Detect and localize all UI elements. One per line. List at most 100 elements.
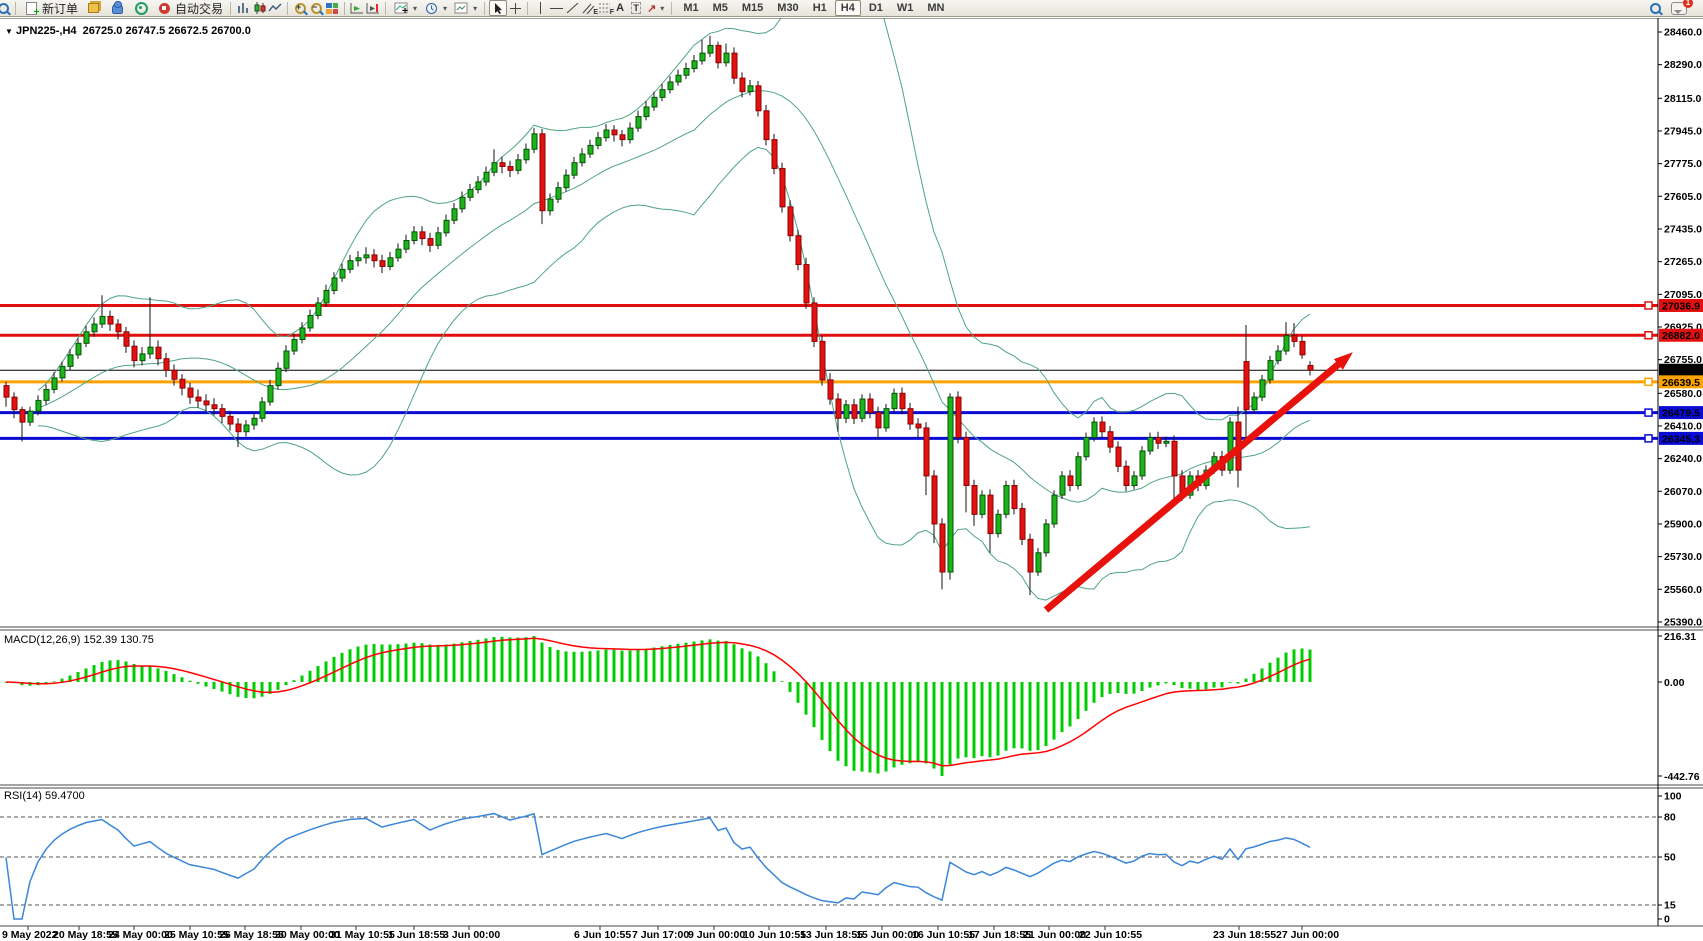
cursor-tool[interactable] <box>489 0 508 16</box>
chart-area[interactable]: 28460.0 28290.0 28115.0 27945.0 27775.0 27605… <box>0 18 1703 941</box>
vertical-line-tool[interactable] <box>532 1 548 15</box>
equidistant-channel-tool[interactable]: E <box>580 1 598 16</box>
candle <box>1035 552 1042 573</box>
candles <box>3 35 1314 596</box>
timeframe-button-H1[interactable]: H1 <box>812 2 827 14</box>
candle <box>819 340 826 381</box>
time-label: 25 May 10:55 <box>164 929 229 941</box>
candle <box>755 85 762 112</box>
candle <box>1003 485 1010 515</box>
candle <box>1243 361 1250 411</box>
signals-icon[interactable] <box>133 1 149 15</box>
trend-arrow[interactable] <box>1043 352 1353 613</box>
bar-chart-icon[interactable] <box>235 1 251 15</box>
timeframe-button-M5[interactable]: M5 <box>712 2 728 14</box>
zoom-out-icon[interactable]: − <box>308 1 324 15</box>
arrows-tool[interactable]: ↗ ▾ <box>647 2 665 15</box>
candle <box>1163 440 1170 444</box>
candle <box>443 219 450 234</box>
chart-window-icon[interactable] <box>0 1 11 15</box>
candle <box>75 342 82 356</box>
expert-advisor-icon[interactable] <box>109 1 125 15</box>
timeframe-button-M30[interactable]: M30 <box>777 2 799 14</box>
candle <box>1083 436 1090 458</box>
candle <box>691 60 698 70</box>
candlestick-chart-icon[interactable] <box>251 1 267 15</box>
timeframe-button-W1[interactable]: W1 <box>896 2 914 14</box>
time-label: 30 May 00:00 <box>275 929 340 941</box>
indicators-icon: + <box>393 1 409 15</box>
candle <box>1027 538 1034 573</box>
fibo-letter: F <box>609 9 615 16</box>
price-badge-text: 26700.0 <box>1662 365 1700 377</box>
market-watch-icon[interactable] <box>85 1 101 15</box>
svg-text:+: + <box>402 5 408 14</box>
autotrading-button[interactable]: 自动交易 <box>153 1 226 16</box>
timeframe-button-MN[interactable]: MN <box>927 2 945 14</box>
candle <box>1059 475 1066 496</box>
time-label: 10 Jun 10:55 <box>743 929 806 941</box>
candle <box>923 427 930 477</box>
candle <box>995 513 1002 535</box>
chart-collapse-icon[interactable]: ▼ <box>5 27 13 36</box>
toolbar-separator <box>484 1 486 15</box>
chart-title: ▼ JPN225-,H4 26725.0 26747.5 26672.5 267… <box>5 25 251 37</box>
trendline-tool[interactable] <box>564 1 580 15</box>
candle <box>179 378 186 389</box>
text-label-tool[interactable]: T <box>631 2 641 14</box>
timeframe-button-M1[interactable]: M1 <box>683 2 699 14</box>
main-toolbar: 新订单 自动交易 + − +▾ ▾ ▾ E F A T ↗▾ <box>0 0 1703 18</box>
candle <box>1251 396 1258 411</box>
candle <box>67 354 74 367</box>
candle <box>827 379 834 400</box>
price-tick: 25390.0 <box>1664 616 1702 628</box>
zoom-in-icon[interactable]: + <box>292 1 308 15</box>
fibonacci-tool[interactable]: F <box>596 1 615 16</box>
candle <box>3 385 10 398</box>
period-button[interactable]: ▾ <box>420 1 450 16</box>
search-icon[interactable] <box>1647 1 1663 15</box>
notifications-icon[interactable]: 1 <box>1671 0 1693 15</box>
candle <box>291 338 298 352</box>
candle <box>347 260 354 270</box>
tile-windows-icon[interactable] <box>324 1 340 15</box>
chart-shift-icon[interactable] <box>365 1 381 15</box>
candle <box>59 365 66 379</box>
template-button[interactable]: ▾ <box>450 1 480 16</box>
candle <box>1283 335 1290 352</box>
line-chart-icon[interactable] <box>267 1 283 15</box>
indicators-button[interactable]: + ▾ <box>390 1 420 16</box>
candle <box>563 174 570 189</box>
candle <box>531 133 538 150</box>
time-label: 1 Jun 18:55 <box>388 929 445 941</box>
candle <box>299 327 306 340</box>
candle <box>1299 340 1306 356</box>
candle <box>331 277 338 291</box>
time-label: 21 Jun 00:00 <box>1023 929 1086 941</box>
clock-icon <box>423 1 439 15</box>
toolbar-separator <box>527 1 529 15</box>
rsi-indicator-label: RSI(14) 59.4700 <box>4 790 85 802</box>
new-order-button[interactable]: 新订单 <box>20 1 81 18</box>
candle <box>1307 364 1314 371</box>
auto-scroll-icon[interactable] <box>349 1 365 15</box>
price-badge <box>1659 431 1703 445</box>
candle <box>1107 431 1114 448</box>
candle <box>955 396 962 438</box>
candle <box>707 44 714 54</box>
timeframe-button-D1[interactable]: D1 <box>868 2 883 14</box>
candle <box>1171 440 1178 477</box>
candle <box>1091 421 1098 438</box>
price-tick: 27945.0 <box>1664 125 1702 137</box>
candle <box>811 302 818 342</box>
timeframe-button-M15[interactable]: M15 <box>741 2 764 14</box>
timeframe-button-H4[interactable]: H4 <box>834 0 861 16</box>
price-tick: 26070.0 <box>1664 486 1702 498</box>
text-tool[interactable]: A <box>616 2 625 14</box>
price-tick: 25900.0 <box>1664 518 1702 530</box>
horizontal-line-tool[interactable] <box>548 1 564 15</box>
candle <box>619 134 626 141</box>
crosshair-tool[interactable] <box>507 1 523 15</box>
price-axis[interactable]: 28460.0 28290.0 28115.0 27945.0 27775.0 27605… <box>1644 27 1703 926</box>
